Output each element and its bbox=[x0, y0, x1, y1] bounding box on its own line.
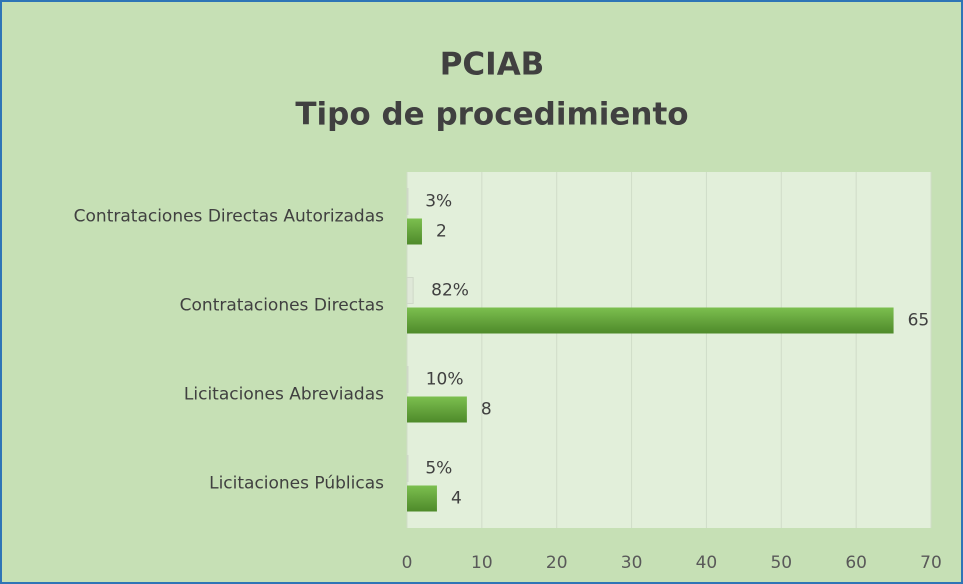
bar bbox=[406, 188, 409, 215]
data-label: 5% bbox=[425, 459, 452, 479]
bar bbox=[406, 277, 414, 304]
data-label: 82% bbox=[431, 281, 469, 301]
y-tick-label: Contrataciones Directas Autorizadas bbox=[74, 207, 384, 227]
y-tick-label: Licitaciones Públicas bbox=[209, 474, 384, 494]
x-tick-label: 40 bbox=[696, 553, 718, 573]
x-tick-label: 50 bbox=[770, 553, 792, 573]
data-label: 10% bbox=[426, 370, 464, 390]
bar bbox=[407, 485, 437, 512]
x-tick-label: 60 bbox=[845, 553, 867, 573]
x-tick-label: 70 bbox=[920, 553, 942, 573]
data-label: 4 bbox=[451, 489, 462, 509]
bar bbox=[407, 396, 467, 423]
y-tick-label: Contrataciones Directas bbox=[180, 296, 384, 316]
bar bbox=[406, 366, 409, 393]
x-tick-label: 10 bbox=[471, 553, 493, 573]
data-label: 8 bbox=[481, 400, 492, 420]
chart-title: Tipo de procedimiento bbox=[295, 97, 688, 133]
chart-title: PCIAB bbox=[440, 47, 545, 83]
bar bbox=[407, 307, 894, 334]
x-tick-label: 30 bbox=[621, 553, 643, 573]
data-label: 65 bbox=[908, 311, 930, 331]
x-tick-label: 20 bbox=[546, 553, 568, 573]
y-tick-label: Licitaciones Abreviadas bbox=[184, 385, 384, 405]
bar bbox=[407, 218, 422, 245]
bar bbox=[406, 455, 409, 482]
plot-area bbox=[407, 172, 931, 528]
x-tick-label: 0 bbox=[402, 553, 413, 573]
data-label: 3% bbox=[425, 192, 452, 212]
data-label: 2 bbox=[436, 222, 447, 242]
